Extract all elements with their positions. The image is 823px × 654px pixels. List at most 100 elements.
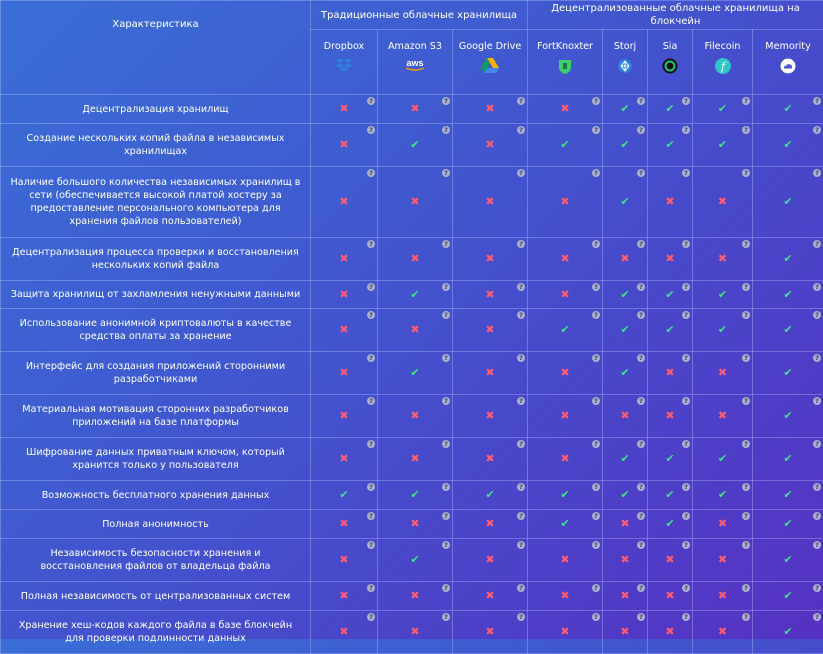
help-icon[interactable]: ? — [367, 512, 375, 520]
help-icon[interactable]: ? — [517, 541, 525, 549]
help-icon[interactable]: ? — [742, 283, 750, 291]
help-icon[interactable]: ? — [637, 240, 645, 248]
help-icon[interactable]: ? — [637, 613, 645, 621]
help-icon[interactable]: ? — [442, 613, 450, 621]
help-icon[interactable]: ? — [742, 240, 750, 248]
help-icon[interactable]: ? — [592, 169, 600, 177]
help-icon[interactable]: ? — [637, 97, 645, 105]
help-icon[interactable]: ? — [813, 126, 821, 134]
help-icon[interactable]: ? — [637, 311, 645, 319]
help-icon[interactable]: ? — [742, 584, 750, 592]
help-icon[interactable]: ? — [813, 354, 821, 362]
help-icon[interactable]: ? — [637, 584, 645, 592]
help-icon[interactable]: ? — [367, 311, 375, 319]
help-icon[interactable]: ? — [813, 397, 821, 405]
help-icon[interactable]: ? — [517, 512, 525, 520]
help-icon[interactable]: ? — [592, 613, 600, 621]
help-icon[interactable]: ? — [742, 397, 750, 405]
help-icon[interactable]: ? — [742, 311, 750, 319]
help-icon[interactable]: ? — [813, 440, 821, 448]
help-icon[interactable]: ? — [442, 584, 450, 592]
help-icon[interactable]: ? — [682, 354, 690, 362]
help-icon[interactable]: ? — [742, 97, 750, 105]
help-icon[interactable]: ? — [682, 311, 690, 319]
help-icon[interactable]: ? — [367, 584, 375, 592]
help-icon[interactable]: ? — [367, 613, 375, 621]
help-icon[interactable]: ? — [367, 97, 375, 105]
help-icon[interactable]: ? — [742, 354, 750, 362]
help-icon[interactable]: ? — [442, 440, 450, 448]
help-icon[interactable]: ? — [517, 440, 525, 448]
help-icon[interactable]: ? — [592, 126, 600, 134]
help-icon[interactable]: ? — [592, 311, 600, 319]
help-icon[interactable]: ? — [592, 240, 600, 248]
help-icon[interactable]: ? — [813, 169, 821, 177]
help-icon[interactable]: ? — [517, 169, 525, 177]
help-icon[interactable]: ? — [367, 541, 375, 549]
help-icon[interactable]: ? — [442, 169, 450, 177]
help-icon[interactable]: ? — [742, 541, 750, 549]
help-icon[interactable]: ? — [682, 440, 690, 448]
help-icon[interactable]: ? — [682, 240, 690, 248]
help-icon[interactable]: ? — [742, 440, 750, 448]
help-icon[interactable]: ? — [367, 440, 375, 448]
help-icon[interactable]: ? — [517, 397, 525, 405]
help-icon[interactable]: ? — [367, 240, 375, 248]
help-icon[interactable]: ? — [637, 397, 645, 405]
help-icon[interactable]: ? — [517, 311, 525, 319]
help-icon[interactable]: ? — [682, 283, 690, 291]
help-icon[interactable]: ? — [517, 283, 525, 291]
help-icon[interactable]: ? — [682, 483, 690, 491]
help-icon[interactable]: ? — [442, 397, 450, 405]
help-icon[interactable]: ? — [442, 483, 450, 491]
help-icon[interactable]: ? — [742, 169, 750, 177]
help-icon[interactable]: ? — [367, 169, 375, 177]
help-icon[interactable]: ? — [682, 169, 690, 177]
help-icon[interactable]: ? — [442, 283, 450, 291]
help-icon[interactable]: ? — [367, 397, 375, 405]
help-icon[interactable]: ? — [637, 512, 645, 520]
help-icon[interactable]: ? — [592, 440, 600, 448]
help-icon[interactable]: ? — [813, 584, 821, 592]
help-icon[interactable]: ? — [813, 97, 821, 105]
help-icon[interactable]: ? — [592, 97, 600, 105]
help-icon[interactable]: ? — [517, 584, 525, 592]
help-icon[interactable]: ? — [367, 126, 375, 134]
help-icon[interactable]: ? — [367, 283, 375, 291]
help-icon[interactable]: ? — [592, 584, 600, 592]
help-icon[interactable]: ? — [742, 126, 750, 134]
help-icon[interactable]: ? — [592, 354, 600, 362]
help-icon[interactable]: ? — [682, 541, 690, 549]
help-icon[interactable]: ? — [682, 126, 690, 134]
help-icon[interactable]: ? — [682, 613, 690, 621]
help-icon[interactable]: ? — [592, 541, 600, 549]
help-icon[interactable]: ? — [367, 354, 375, 362]
help-icon[interactable]: ? — [517, 354, 525, 362]
help-icon[interactable]: ? — [442, 354, 450, 362]
help-icon[interactable]: ? — [742, 512, 750, 520]
help-icon[interactable]: ? — [682, 97, 690, 105]
help-icon[interactable]: ? — [592, 397, 600, 405]
help-icon[interactable]: ? — [592, 483, 600, 491]
help-icon[interactable]: ? — [442, 97, 450, 105]
help-icon[interactable]: ? — [517, 240, 525, 248]
help-icon[interactable]: ? — [592, 512, 600, 520]
help-icon[interactable]: ? — [813, 283, 821, 291]
help-icon[interactable]: ? — [742, 613, 750, 621]
help-icon[interactable]: ? — [682, 397, 690, 405]
help-icon[interactable]: ? — [637, 440, 645, 448]
help-icon[interactable]: ? — [742, 483, 750, 491]
help-icon[interactable]: ? — [813, 240, 821, 248]
help-icon[interactable]: ? — [517, 126, 525, 134]
help-icon[interactable]: ? — [442, 240, 450, 248]
help-icon[interactable]: ? — [517, 97, 525, 105]
help-icon[interactable]: ? — [517, 613, 525, 621]
help-icon[interactable]: ? — [592, 283, 600, 291]
help-icon[interactable]: ? — [682, 512, 690, 520]
help-icon[interactable]: ? — [813, 483, 821, 491]
help-icon[interactable]: ? — [813, 512, 821, 520]
help-icon[interactable]: ? — [442, 512, 450, 520]
help-icon[interactable]: ? — [813, 311, 821, 319]
help-icon[interactable]: ? — [637, 126, 645, 134]
help-icon[interactable]: ? — [813, 541, 821, 549]
